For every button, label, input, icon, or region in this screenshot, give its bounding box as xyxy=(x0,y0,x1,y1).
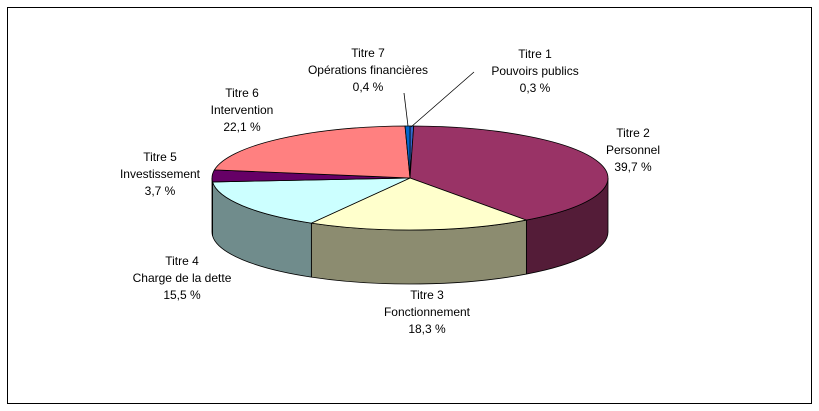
description-label: Charge de la dette xyxy=(133,271,232,285)
pie-tops xyxy=(211,125,609,231)
value-label: 0,4 % xyxy=(353,80,384,94)
labels: Titre 1 Pouvoirs publics 0,3 % Titre 2 Perso… xyxy=(120,46,660,336)
description-label: Fonctionnement xyxy=(384,305,471,319)
pie-sides xyxy=(211,177,609,285)
category-label: Titre 7 xyxy=(351,46,385,60)
value-label: 22,1 % xyxy=(223,120,261,134)
category-label: Titre 3 xyxy=(410,288,444,302)
description-label: Intervention xyxy=(211,103,274,117)
description-label: Pouvoirs publics xyxy=(491,64,578,78)
category-label: Titre 2 xyxy=(616,126,650,140)
description-label: Investissement xyxy=(120,167,201,181)
leader-line xyxy=(403,92,409,127)
value-label: 3,7 % xyxy=(145,184,176,198)
category-label: Titre 6 xyxy=(225,86,259,100)
description-label: Personnel xyxy=(606,143,660,157)
category-label: Titre 4 xyxy=(165,254,199,268)
slice xyxy=(404,125,411,179)
slice-side xyxy=(211,177,213,237)
description-label: Opérations financières xyxy=(308,63,428,77)
leader-line xyxy=(410,71,475,128)
value-label: 18,3 % xyxy=(408,322,446,336)
slice xyxy=(213,125,411,179)
value-label: 0,3 % xyxy=(520,81,551,95)
value-label: 15,5 % xyxy=(163,288,201,302)
category-label: Titre 5 xyxy=(143,150,177,164)
slice xyxy=(212,177,411,224)
value-label: 39,7 % xyxy=(614,160,652,174)
slice xyxy=(409,125,609,221)
category-label: Titre 1 xyxy=(518,47,552,61)
slice xyxy=(309,177,528,231)
